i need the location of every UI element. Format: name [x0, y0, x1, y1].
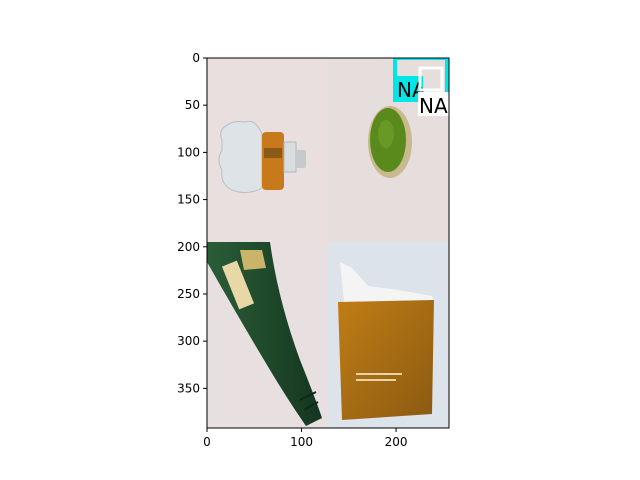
y-tick-label: 200: [177, 240, 200, 254]
y-tick-label: 250: [177, 287, 200, 301]
overlay-text-2: NA: [419, 94, 448, 118]
x-axis: 0 100 200: [203, 428, 408, 449]
bottle-cap-photo: [328, 58, 449, 242]
paper-bag-photo: [328, 242, 449, 428]
image-grid: NA NA: [207, 58, 449, 428]
y-tick-label: 350: [177, 381, 200, 395]
glass-bottle-photo: [207, 242, 328, 428]
y-tick-label: 50: [185, 98, 200, 112]
y-axis: 0 50 100 150 200 250 300 350: [177, 51, 207, 395]
y-tick-label: 0: [192, 51, 200, 65]
overlay-label-white: NA: [418, 66, 449, 118]
y-tick-label: 300: [177, 334, 200, 348]
y-tick-label: 150: [177, 193, 200, 207]
plastic-bottle-photo: [207, 58, 328, 242]
y-tick-label: 100: [177, 145, 200, 159]
axes-frame: [206, 57, 450, 429]
x-tick-label: 100: [290, 435, 313, 449]
x-tick-label: 200: [385, 435, 408, 449]
x-tick-label: 0: [203, 435, 211, 449]
